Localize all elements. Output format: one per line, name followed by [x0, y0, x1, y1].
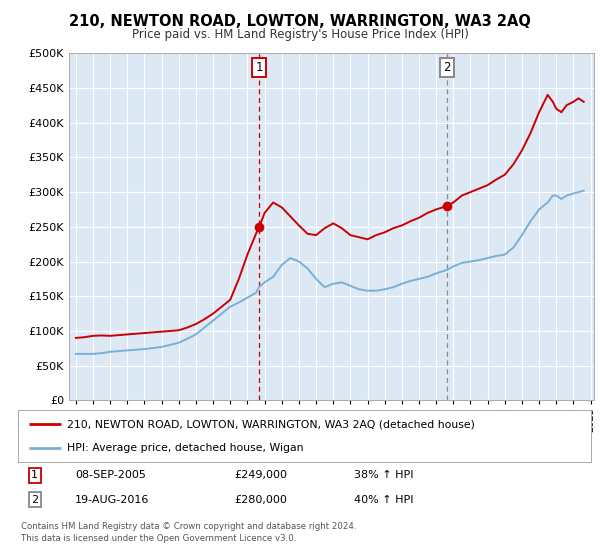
Text: 19-AUG-2016: 19-AUG-2016: [75, 494, 149, 505]
Text: 210, NEWTON ROAD, LOWTON, WARRINGTON, WA3 2AQ: 210, NEWTON ROAD, LOWTON, WARRINGTON, WA…: [69, 14, 531, 29]
Text: 210, NEWTON ROAD, LOWTON, WARRINGTON, WA3 2AQ (detached house): 210, NEWTON ROAD, LOWTON, WARRINGTON, WA…: [67, 419, 475, 430]
Text: 38% ↑ HPI: 38% ↑ HPI: [354, 470, 413, 480]
Text: Price paid vs. HM Land Registry's House Price Index (HPI): Price paid vs. HM Land Registry's House …: [131, 28, 469, 41]
Text: HPI: Average price, detached house, Wigan: HPI: Average price, detached house, Wiga…: [67, 443, 303, 453]
Text: 1: 1: [31, 470, 38, 480]
Text: 40% ↑ HPI: 40% ↑ HPI: [354, 494, 413, 505]
Text: £249,000: £249,000: [234, 470, 287, 480]
Text: £280,000: £280,000: [234, 494, 287, 505]
Text: 1: 1: [255, 60, 263, 73]
Text: 2: 2: [443, 60, 451, 73]
Text: Contains HM Land Registry data © Crown copyright and database right 2024.
This d: Contains HM Land Registry data © Crown c…: [21, 522, 356, 543]
Text: 08-SEP-2005: 08-SEP-2005: [75, 470, 146, 480]
Text: 2: 2: [31, 494, 38, 505]
